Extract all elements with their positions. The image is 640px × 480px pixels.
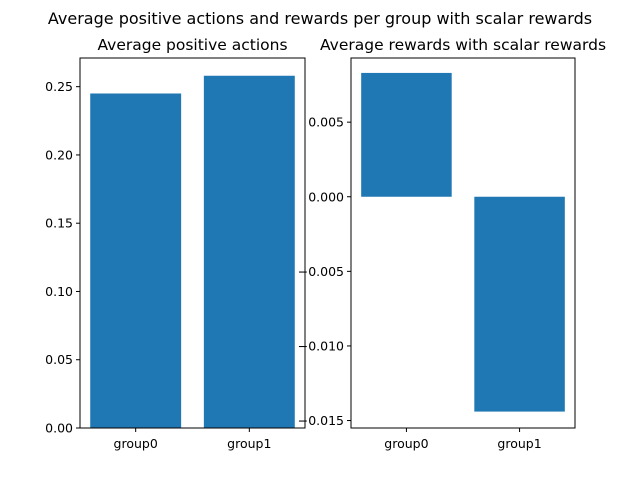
left-chart-bar-group0 <box>90 93 182 428</box>
left-chart-x-tick-label: group0 <box>114 436 158 451</box>
right-chart-axes-frame <box>350 57 576 429</box>
right-chart-x-tick-label: group0 <box>384 436 428 451</box>
right-chart-bars <box>361 72 565 412</box>
left-chart-y-ticks: 0.00 0.05 0.10 0.15 0.20 0.25 <box>45 79 80 436</box>
left-chart-y-tick-label: 0.15 <box>45 216 73 231</box>
left-chart-y-tick-label: 0.10 <box>45 284 73 299</box>
left-chart: Average positive actions 0.00 0.05 0.10 0.1… <box>45 36 306 451</box>
left-chart-x-tick-label: group1 <box>227 436 271 451</box>
left-chart-x-ticks: group0 group1 <box>114 428 271 451</box>
right-chart-y-tick-label: −0.015 <box>298 413 344 428</box>
right-chart-y-tick-label: −0.010 <box>298 338 344 353</box>
right-chart-y-tick-label: 0.000 <box>308 189 344 204</box>
left-chart-y-tick-label: 0.00 <box>45 421 73 436</box>
right-chart-bar-group1 <box>474 196 565 412</box>
right-chart-x-ticks: group0 group1 <box>384 428 542 451</box>
left-chart-y-tick-label: 0.20 <box>45 147 73 162</box>
left-chart-title: Average positive actions <box>97 36 287 54</box>
left-chart-y-tick-label: 0.05 <box>45 352 73 367</box>
left-chart-bar-group1 <box>203 75 295 428</box>
left-chart-bars <box>90 75 295 428</box>
right-chart-y-tick-label: −0.005 <box>298 264 344 279</box>
right-chart-y-ticks: 0.005 0.000 −0.005 −0.010 −0.015 <box>298 115 351 428</box>
right-chart: Average rewards with scalar rewards 0.00… <box>298 36 606 451</box>
right-chart-y-tick-label: 0.005 <box>308 115 344 130</box>
figure-title: Average positive actions and rewards per… <box>48 9 592 28</box>
right-chart-bar-group0 <box>361 72 452 197</box>
left-chart-axes-frame <box>79 57 306 429</box>
right-chart-x-tick-label: group1 <box>497 436 541 451</box>
right-chart-title: Average rewards with scalar rewards <box>320 36 606 54</box>
left-chart-y-tick-label: 0.25 <box>45 79 73 94</box>
